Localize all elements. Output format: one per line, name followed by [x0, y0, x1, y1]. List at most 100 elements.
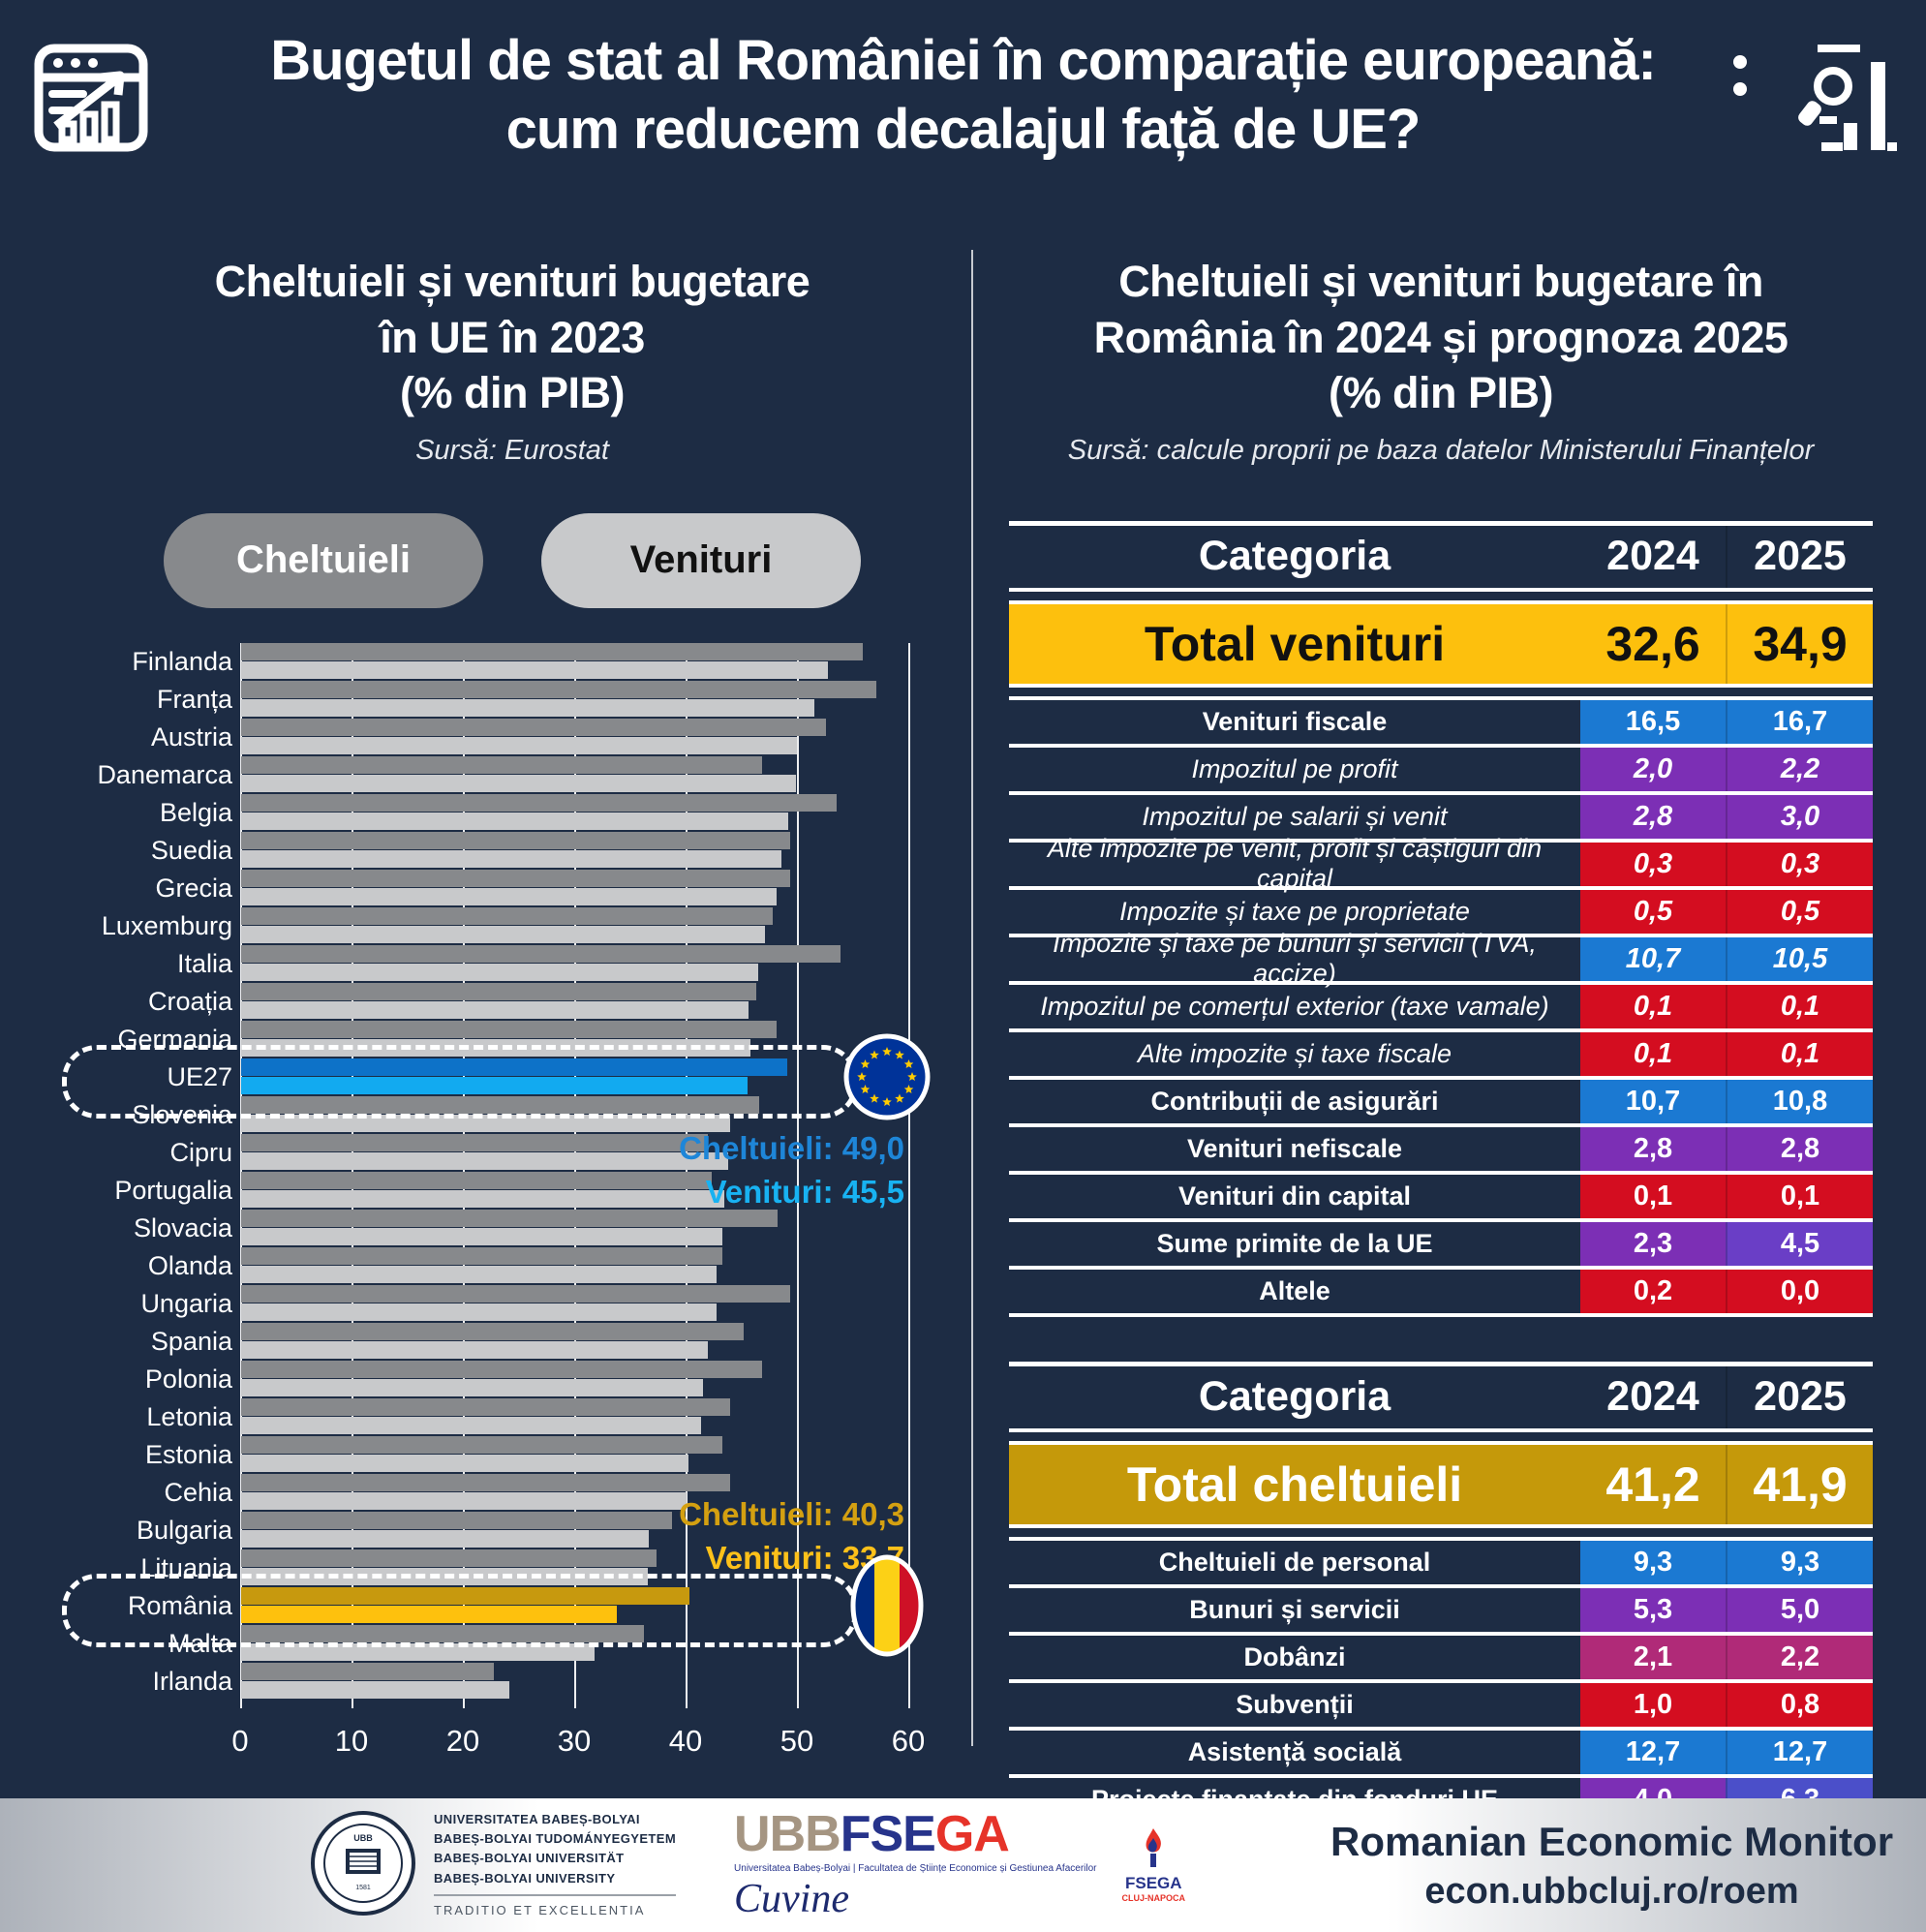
venituri-bar-Italia: [241, 964, 758, 982]
right-title-line1: Cheltuieli și venituri bugetare în: [1118, 257, 1763, 306]
browser-chart-icon: [33, 41, 149, 160]
row-2025-value: 4,5: [1726, 1221, 1873, 1266]
country-label: Suedia: [150, 835, 232, 865]
table-row: Venituri fiscale 16,5 16,7: [1009, 699, 1873, 748]
roem-credit: Romanian Economic Monitor econ.ubbcluj.r…: [1330, 1819, 1893, 1913]
panel-divider: [971, 250, 973, 1746]
row-2025-value: 0,1: [1726, 1031, 1873, 1076]
cheltuieli-bar-Lituania: [241, 1549, 657, 1568]
ubbfsega-logo: UBBFSEGA Universitatea Babeș-Bolyai | Fa…: [734, 1809, 1096, 1922]
row-2024-value: 0,3: [1580, 842, 1726, 886]
ubb-seal: UBB 1581: [310, 1810, 416, 1921]
country-bars: [241, 1474, 967, 1511]
table-row: Alte impozite și taxe fiscale 0,1 0,1: [1009, 1031, 1873, 1080]
left-title-line2: în UE în 2023: [380, 312, 645, 362]
row-label: Impozitul pe profit: [1191, 753, 1398, 783]
footer-band: UBB 1581 UNIVERSITATEA BABEȘ-BOLYAI BABE…: [0, 1798, 1926, 1932]
country-bars: [241, 907, 967, 944]
fsega-emblem-city: CLUJ-NAPOCA: [1121, 1893, 1186, 1904]
chart-row-Luxemburg: Luxemburg: [56, 907, 968, 945]
venituri-bar-Bulgaria: [241, 1530, 649, 1549]
row-2024-value: 12,7: [1580, 1730, 1726, 1774]
total-2024: 41,2: [1605, 1457, 1700, 1512]
x-tick-50: 50: [780, 1723, 814, 1758]
venituri-bar-Croația: [241, 1001, 749, 1020]
cheltuieli-bar-Olanda: [241, 1247, 722, 1266]
fsega-torch-icon: [1146, 1827, 1162, 1867]
row-label: Impozite și taxe pe proprietate: [1119, 896, 1470, 926]
table-row: Impozite și taxe pe bunuri și servicii (…: [1009, 929, 1873, 989]
x-tick-20: 20: [445, 1723, 480, 1758]
table-row: Venituri nefiscale 2,8 2,8: [1009, 1126, 1873, 1175]
cheltuieli-bar-Irlanda: [241, 1663, 495, 1681]
country-bars: [241, 1663, 967, 1700]
row-2024-value: 2,3: [1580, 1221, 1726, 1266]
venituri-bar-Franța: [241, 699, 815, 718]
table-row: Impozite și taxe pe proprietate 0,5 0,5: [1009, 889, 1873, 937]
venituri-bar-Polonia: [241, 1379, 704, 1397]
country-bars: [241, 681, 967, 718]
ubb-letters: UBB: [734, 1805, 841, 1862]
total-2024: 32,6: [1605, 616, 1700, 671]
row-label: Alte impozite și taxe fiscale: [1137, 1038, 1452, 1068]
row-2025-value: 10,8: [1726, 1079, 1873, 1123]
chart-row-Portugalia: Portugalia: [56, 1172, 968, 1210]
row-2025-value: 9,3: [1726, 1540, 1873, 1584]
country-label: UE27: [167, 1061, 232, 1091]
venituri-bar-Slovenia: [241, 1115, 730, 1133]
legend-venituri-button[interactable]: Venituri: [541, 512, 861, 608]
country-label: Estonia: [144, 1439, 232, 1469]
row-2025-value: 0,3: [1726, 842, 1873, 886]
cheltuieli-bar-Croația: [241, 983, 757, 1001]
chart-row-Croația: Croația: [56, 983, 968, 1021]
header-categoria: Categoria: [1198, 533, 1391, 580]
country-label: Olanda: [147, 1250, 232, 1280]
row-label: Bunuri și servicii: [1189, 1594, 1400, 1624]
row-label: Subvenții: [1236, 1689, 1354, 1719]
row-2025-value: 10,5: [1726, 936, 1873, 981]
country-bars: [241, 1512, 967, 1549]
ue27-highlight-outline: [62, 1045, 858, 1119]
gridline-60: [908, 642, 910, 1708]
header-2025: 2025: [1726, 525, 1873, 588]
row-2024-value: 0,1: [1580, 1174, 1726, 1218]
total-label: Total cheltuieli: [1126, 1457, 1463, 1512]
fsega-emblem: FSEGA CLUJ-NAPOCA: [1121, 1826, 1186, 1905]
chart-row-Slovacia: Slovacia: [56, 1210, 968, 1247]
row-2024-value: 2,1: [1580, 1635, 1726, 1679]
venituri-bar-Austria: [241, 737, 797, 755]
row-label: Impozite și taxe pe bunuri și servicii (…: [1053, 929, 1537, 989]
total-row: Total venituri 32,6 34,9: [1009, 599, 1873, 688]
chart-rows: Finlanda Franța Austria Danemarca Belgia Sued…: [56, 643, 968, 1701]
cheltuieli-bar-Finlanda: [241, 643, 863, 661]
venituri-bar-Danemarca: [241, 775, 796, 793]
chart-row-Finlanda: Finlanda: [56, 643, 968, 681]
country-bars: [241, 870, 967, 906]
legend-cheltuieli-button[interactable]: Cheltuieli: [164, 512, 483, 608]
cheltuieli-bar-Slovenia: [241, 1096, 759, 1115]
right-panel-title: Cheltuieli și venituri bugetare în Român…: [1009, 254, 1873, 421]
country-bars: [241, 832, 967, 869]
monitor-title: Romanian Economic Monitor: [1330, 1818, 1894, 1864]
left-title-line1: Cheltuieli și venituri bugetare: [214, 257, 810, 306]
cheltuieli-bar-Polonia: [241, 1361, 763, 1379]
row-label: Asistență socială: [1187, 1736, 1402, 1766]
table-row: Impozitul pe profit 2,0 2,2: [1009, 747, 1873, 795]
country-bars: [241, 1398, 967, 1435]
row-2025-value: 2,2: [1726, 1635, 1873, 1679]
venituri-bar-Estonia: [241, 1455, 689, 1473]
total-2025: 41,9: [1726, 1444, 1873, 1524]
romania-flag: [848, 1552, 926, 1664]
row-2025-value: 0,1: [1726, 1174, 1873, 1218]
chart-row-Cehia: Cehia: [56, 1474, 968, 1512]
cheltuieli-bar-Suedia: [241, 832, 790, 850]
monitor-url[interactable]: econ.ubbcluj.ro/roem: [1424, 1870, 1799, 1912]
left-panel-title: Cheltuieli și venituri bugetare în UE în…: [56, 254, 968, 421]
venituri-bar-Suedia: [241, 850, 781, 869]
table-row: Sume primite de la UE 2,3 4,5: [1009, 1221, 1873, 1270]
cheltuieli-bar-Italia: [241, 945, 841, 964]
chart-row-Austria: Austria: [56, 719, 968, 756]
venituri-bar-România: [241, 1606, 617, 1624]
eu-bar-chart: Finlanda Franța Austria Danemarca Belgia Sued…: [56, 642, 968, 1771]
